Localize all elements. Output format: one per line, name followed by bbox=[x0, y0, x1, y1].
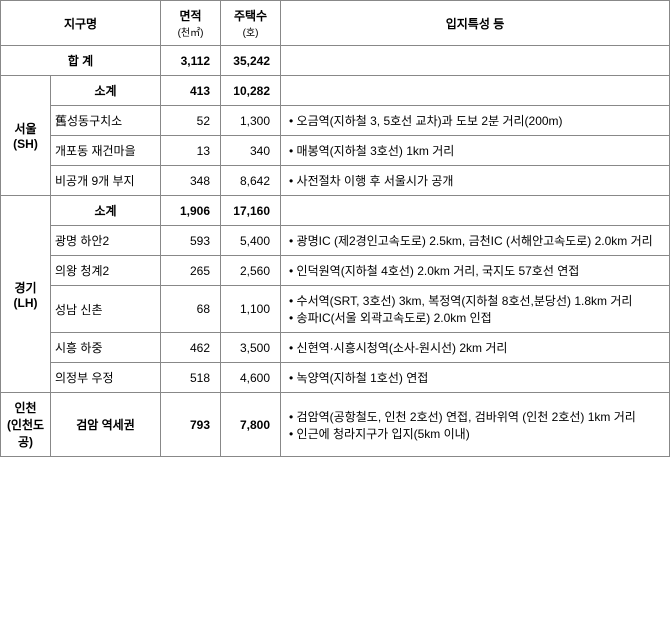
region-gyeonggi: 경기 (LH) bbox=[1, 196, 51, 393]
table-row: 舊성동구치소521,300오금역(지하철 3, 5호선 교차)과 도보 2분 거… bbox=[1, 106, 670, 136]
row-houses: 1,100 bbox=[221, 286, 281, 333]
hdr-desc: 입지특성 등 bbox=[281, 1, 670, 46]
ic-name: 검암 역세권 bbox=[51, 393, 161, 457]
row-houses: 1,300 bbox=[221, 106, 281, 136]
row-name: 광명 하안2 bbox=[51, 226, 161, 256]
region-seoul: 서울 (SH) bbox=[1, 76, 51, 196]
hdr-area: 면적(천㎡) bbox=[161, 1, 221, 46]
row-area: 462 bbox=[161, 333, 221, 363]
row-area: 68 bbox=[161, 286, 221, 333]
total-label: 합 계 bbox=[1, 46, 161, 76]
row-name: 시흥 하중 bbox=[51, 333, 161, 363]
total-desc bbox=[281, 46, 670, 76]
row-houses: 5,400 bbox=[221, 226, 281, 256]
district-table: 지구명 면적(천㎡) 주택수(호) 입지특성 등 합 계 3,112 35,24… bbox=[0, 0, 670, 457]
row-name: 성남 신촌 bbox=[51, 286, 161, 333]
total-area: 3,112 bbox=[161, 46, 221, 76]
gg-sub-label: 소계 bbox=[51, 196, 161, 226]
table-row: 의왕 청계22652,560인덕원역(지하철 4호선) 2.0km 거리, 국지… bbox=[1, 256, 670, 286]
seoul-sub-label: 소계 bbox=[51, 76, 161, 106]
hdr-houses: 주택수(호) bbox=[221, 1, 281, 46]
row-houses: 340 bbox=[221, 136, 281, 166]
gg-sub-desc bbox=[281, 196, 670, 226]
table-row: 시흥 하중4623,500신현역·시흥시청역(소사-원시선) 2km 거리 bbox=[1, 333, 670, 363]
row-name: 개포동 재건마을 bbox=[51, 136, 161, 166]
row-name: 의왕 청계2 bbox=[51, 256, 161, 286]
total-houses: 35,242 bbox=[221, 46, 281, 76]
table-row: 개포동 재건마을13340매봉역(지하철 3호선) 1km 거리 bbox=[1, 136, 670, 166]
row-desc: 사전절차 이행 후 서울시가 공개 bbox=[281, 166, 670, 196]
row-desc: 수서역(SRT, 3호선) 3km, 복정역(지하철 8호선,분당선) 1.8k… bbox=[281, 286, 670, 333]
ic-houses: 7,800 bbox=[221, 393, 281, 457]
seoul-sub-desc bbox=[281, 76, 670, 106]
row-area: 265 bbox=[161, 256, 221, 286]
row-houses: 4,600 bbox=[221, 363, 281, 393]
table-row: 비공개 9개 부지3488,642사전절차 이행 후 서울시가 공개 bbox=[1, 166, 670, 196]
ic-desc: 검암역(공항철도, 인천 2호선) 연접, 검바위역 (인천 2호선) 1km … bbox=[281, 393, 670, 457]
row-area: 13 bbox=[161, 136, 221, 166]
table-row: 광명 하안25935,400광명IC (제2경인고속도로) 2.5km, 금천I… bbox=[1, 226, 670, 256]
table-row: 의정부 우정5184,600녹양역(지하철 1호선) 연접 bbox=[1, 363, 670, 393]
row-desc: 매봉역(지하철 3호선) 1km 거리 bbox=[281, 136, 670, 166]
row-name: 비공개 9개 부지 bbox=[51, 166, 161, 196]
row-desc: 광명IC (제2경인고속도로) 2.5km, 금천IC (서해안고속도로) 2.… bbox=[281, 226, 670, 256]
row-desc: 신현역·시흥시청역(소사-원시선) 2km 거리 bbox=[281, 333, 670, 363]
ic-area: 793 bbox=[161, 393, 221, 457]
row-houses: 3,500 bbox=[221, 333, 281, 363]
row-desc: 인덕원역(지하철 4호선) 2.0km 거리, 국지도 57호선 연접 bbox=[281, 256, 670, 286]
gg-sub-houses: 17,160 bbox=[221, 196, 281, 226]
row-houses: 2,560 bbox=[221, 256, 281, 286]
region-incheon: 인천 (인천도공) bbox=[1, 393, 51, 457]
row-area: 518 bbox=[161, 363, 221, 393]
row-area: 52 bbox=[161, 106, 221, 136]
seoul-sub-houses: 10,282 bbox=[221, 76, 281, 106]
row-desc: 녹양역(지하철 1호선) 연접 bbox=[281, 363, 670, 393]
row-houses: 8,642 bbox=[221, 166, 281, 196]
seoul-sub-area: 413 bbox=[161, 76, 221, 106]
row-desc: 오금역(지하철 3, 5호선 교차)과 도보 2분 거리(200m) bbox=[281, 106, 670, 136]
row-name: 舊성동구치소 bbox=[51, 106, 161, 136]
gg-sub-area: 1,906 bbox=[161, 196, 221, 226]
row-area: 593 bbox=[161, 226, 221, 256]
row-area: 348 bbox=[161, 166, 221, 196]
row-name: 의정부 우정 bbox=[51, 363, 161, 393]
hdr-district: 지구명 bbox=[1, 1, 161, 46]
table-row: 성남 신촌681,100수서역(SRT, 3호선) 3km, 복정역(지하철 8… bbox=[1, 286, 670, 333]
